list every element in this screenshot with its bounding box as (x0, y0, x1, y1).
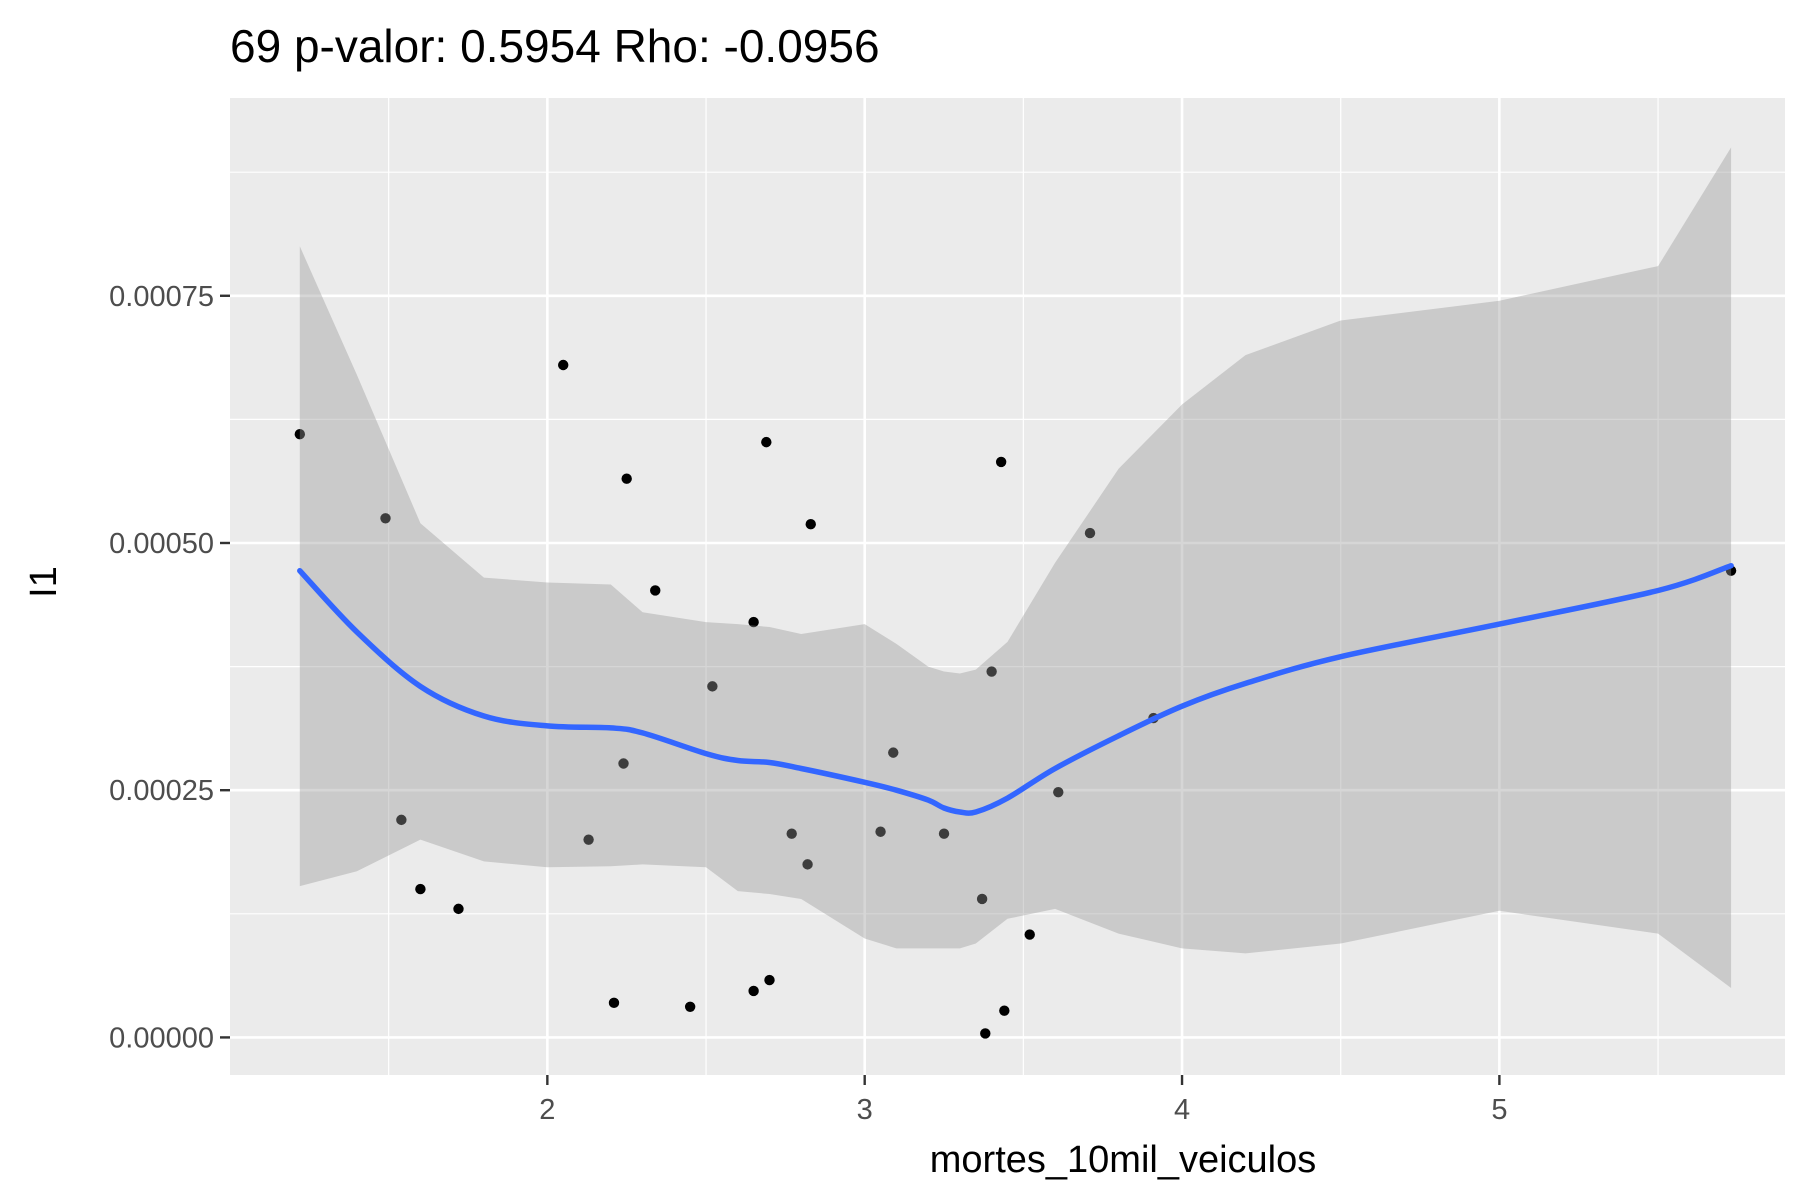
data-point (650, 585, 661, 596)
data-point (888, 747, 899, 758)
smooth-line-layer (297, 562, 1734, 816)
x-axis-title: mortes_10mil_veiculos (930, 1139, 1317, 1181)
minor-gridlines (230, 98, 1785, 1075)
data-point (875, 826, 886, 837)
confidence-band-layer (299, 147, 1732, 988)
x-tick-label: 2 (539, 1094, 555, 1126)
data-point (805, 519, 816, 530)
data-point (621, 473, 632, 484)
smooth-line (297, 562, 1734, 816)
y-tick-label: 0.00050 (109, 528, 214, 560)
data-point (748, 616, 759, 628)
data-point (786, 828, 797, 839)
x-tick-label: 3 (857, 1094, 873, 1126)
data-point (294, 429, 306, 440)
y-tick-label: 0.00025 (109, 775, 214, 807)
x-axis: 2 3 4 5 (539, 1075, 1507, 1126)
data-point (999, 1005, 1010, 1016)
data-point (748, 985, 759, 997)
chart-title: 69 p-valor: 0.5954 Rho: -0.0956 (230, 20, 880, 72)
data-point (608, 997, 620, 1009)
data-point (583, 834, 594, 845)
x-tick-label: 4 (1174, 1094, 1190, 1126)
data-point (684, 1001, 696, 1012)
data-point (764, 974, 775, 986)
x-tick-label: 5 (1491, 1094, 1507, 1126)
y-axis: 0.00000 0.00025 0.00050 0.00075 (109, 281, 230, 1054)
data-point (558, 359, 569, 371)
y-axis-title: I1 (23, 566, 65, 598)
data-point (707, 681, 718, 692)
data-point (380, 513, 391, 524)
confidence-band (299, 147, 1732, 988)
data-point (1024, 929, 1035, 940)
data-point (976, 893, 988, 905)
major-gridlines (230, 98, 1785, 1075)
data-point (980, 1028, 991, 1039)
data-point (802, 859, 813, 870)
y-tick-label: 0.00000 (109, 1022, 214, 1054)
data-point (986, 666, 997, 677)
data-point (761, 436, 772, 448)
data-point (415, 883, 426, 895)
data-point (1084, 527, 1096, 539)
data-point (995, 456, 1007, 468)
data-point (938, 828, 950, 839)
data-point (1053, 786, 1064, 798)
plot-panel (230, 98, 1785, 1075)
data-point (396, 814, 407, 826)
data-point (618, 758, 629, 769)
data-point (453, 903, 464, 915)
data-points (294, 359, 1737, 1039)
y-tick-label: 0.00075 (109, 281, 214, 313)
